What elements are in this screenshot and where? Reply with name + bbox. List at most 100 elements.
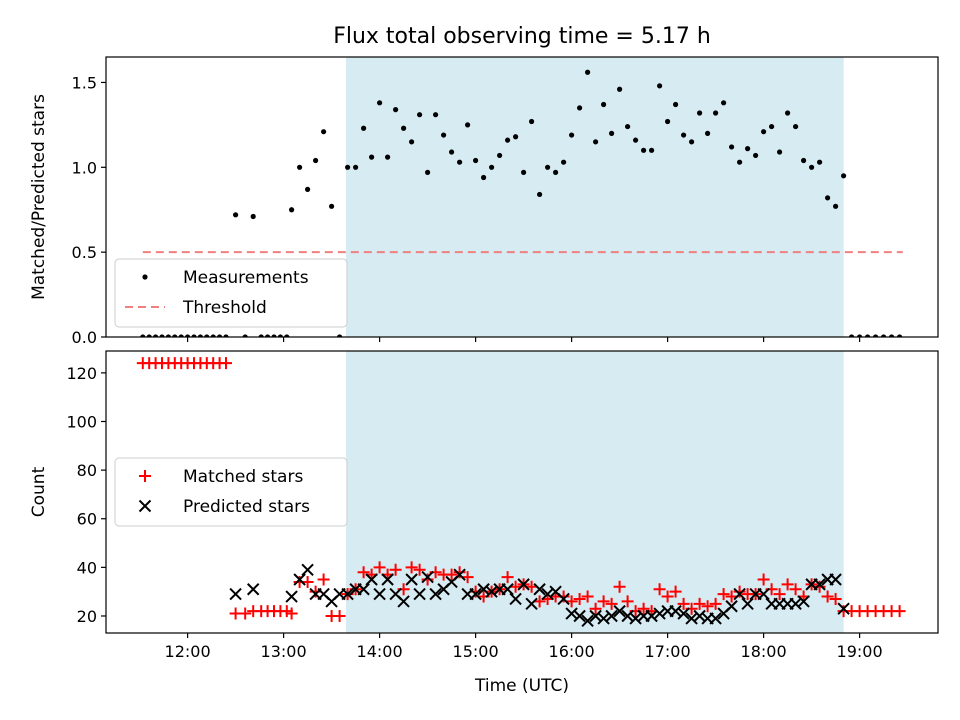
predicted-point (797, 595, 810, 608)
measurement-point (369, 154, 375, 160)
measurement-point (625, 123, 631, 130)
measurement-point (641, 147, 647, 153)
measurement-point (497, 152, 503, 159)
x-tick-label: 14:00 (357, 642, 403, 661)
matched-point (220, 357, 232, 370)
measurement-point (329, 203, 335, 209)
measurement-point (153, 334, 159, 337)
y-tick-label: 80 (77, 461, 97, 480)
predicted-point (725, 600, 738, 613)
matched-point (637, 602, 650, 615)
legend: Measurements Threshold (114, 258, 348, 328)
measurement-point (233, 212, 239, 218)
matched-point (565, 595, 578, 608)
predicted-point (413, 587, 426, 601)
series-predicted-stars (229, 563, 850, 628)
matched-point (669, 585, 682, 598)
measurement-point (223, 334, 229, 337)
axes-frame (105, 350, 939, 634)
measurement-point (289, 207, 295, 213)
legend-box (114, 457, 348, 527)
y-tick-label: 1.5 (72, 73, 97, 92)
matched-point (501, 571, 514, 584)
matched-point (333, 609, 346, 622)
plot-area (140, 69, 903, 337)
matched-point (405, 561, 418, 574)
predicted-point (669, 604, 682, 618)
x-tick-label: 18:00 (741, 642, 787, 661)
measurement-point (585, 69, 591, 75)
predicted-point (357, 583, 370, 596)
legend-label: Matched stars (183, 467, 303, 487)
measurement-point (140, 334, 146, 337)
measurement-point (165, 334, 171, 337)
y-tick-label: 100 (66, 413, 97, 432)
predicted-point (453, 568, 466, 581)
measurement-point (561, 159, 567, 165)
matched-point (389, 563, 402, 576)
predicted-point (285, 590, 298, 603)
shaded-interval (346, 351, 844, 633)
matched-point (661, 590, 674, 603)
predicted-point (501, 583, 514, 596)
measurement-point (204, 334, 210, 337)
measurement-point (345, 164, 351, 170)
measurement-point (284, 334, 290, 337)
matched-point (621, 595, 634, 608)
matched-point (709, 597, 722, 610)
predicted-point (341, 587, 354, 601)
measurement-point (833, 203, 839, 209)
measurement-point (425, 169, 431, 175)
predicted-point (381, 573, 394, 586)
measurement-point (545, 164, 551, 170)
measurement-point (305, 186, 311, 192)
measurement-point (481, 174, 487, 181)
matched-point (829, 592, 842, 605)
matched-point (285, 607, 298, 620)
measurement-point (897, 334, 903, 337)
measurement-point (191, 334, 197, 337)
predicted-point (709, 612, 722, 625)
measurement-point (649, 147, 655, 153)
matched-point (239, 607, 252, 620)
matched-point (813, 580, 826, 593)
legend-label: Predicted stars (183, 497, 310, 517)
matched-point (725, 590, 738, 603)
measurement-point (361, 125, 367, 131)
predicted-point (477, 583, 490, 596)
predicted-point (525, 597, 538, 611)
matched-point (509, 580, 522, 593)
plot-area (136, 357, 906, 628)
measurement-point (313, 157, 319, 164)
matched-point (821, 590, 834, 603)
y-tick-label: 40 (77, 558, 97, 577)
matched-point (589, 602, 602, 615)
measurement-point (465, 122, 471, 128)
measurement-point (393, 107, 399, 113)
predicted-point (589, 609, 602, 623)
measurement-point (337, 334, 343, 337)
predicted-point (685, 612, 698, 625)
measurement-point (569, 132, 575, 138)
predicted-point (517, 578, 530, 591)
axes-frame (105, 56, 939, 338)
measurement-point (185, 334, 191, 337)
legend-marker-matched (139, 470, 151, 482)
measurement-point (553, 169, 559, 175)
measurement-point (881, 334, 887, 337)
measurement-point (825, 195, 831, 201)
measurement-point (817, 159, 823, 165)
predicted-point (485, 585, 498, 598)
measurement-point (521, 169, 527, 175)
predicted-point (565, 607, 578, 620)
shaded-interval (346, 57, 844, 337)
matched-point (757, 573, 770, 586)
measurement-point (609, 130, 615, 136)
measurement-point (761, 129, 767, 135)
measurement-point (689, 139, 695, 145)
predicted-point (246, 583, 260, 596)
predicted-point (677, 607, 690, 620)
measurement-point (250, 213, 256, 220)
matched-point (461, 571, 474, 584)
predicted-point (653, 607, 666, 620)
